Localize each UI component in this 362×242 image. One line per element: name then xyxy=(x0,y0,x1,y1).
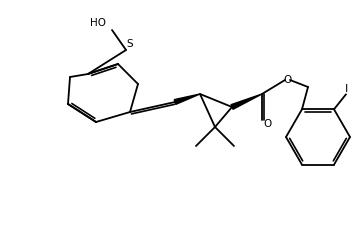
Text: I: I xyxy=(345,84,349,94)
Text: HO: HO xyxy=(90,18,106,28)
Polygon shape xyxy=(231,94,262,109)
Text: O: O xyxy=(283,75,291,85)
Text: O: O xyxy=(263,119,271,129)
Polygon shape xyxy=(174,94,200,104)
Text: S: S xyxy=(127,39,133,49)
